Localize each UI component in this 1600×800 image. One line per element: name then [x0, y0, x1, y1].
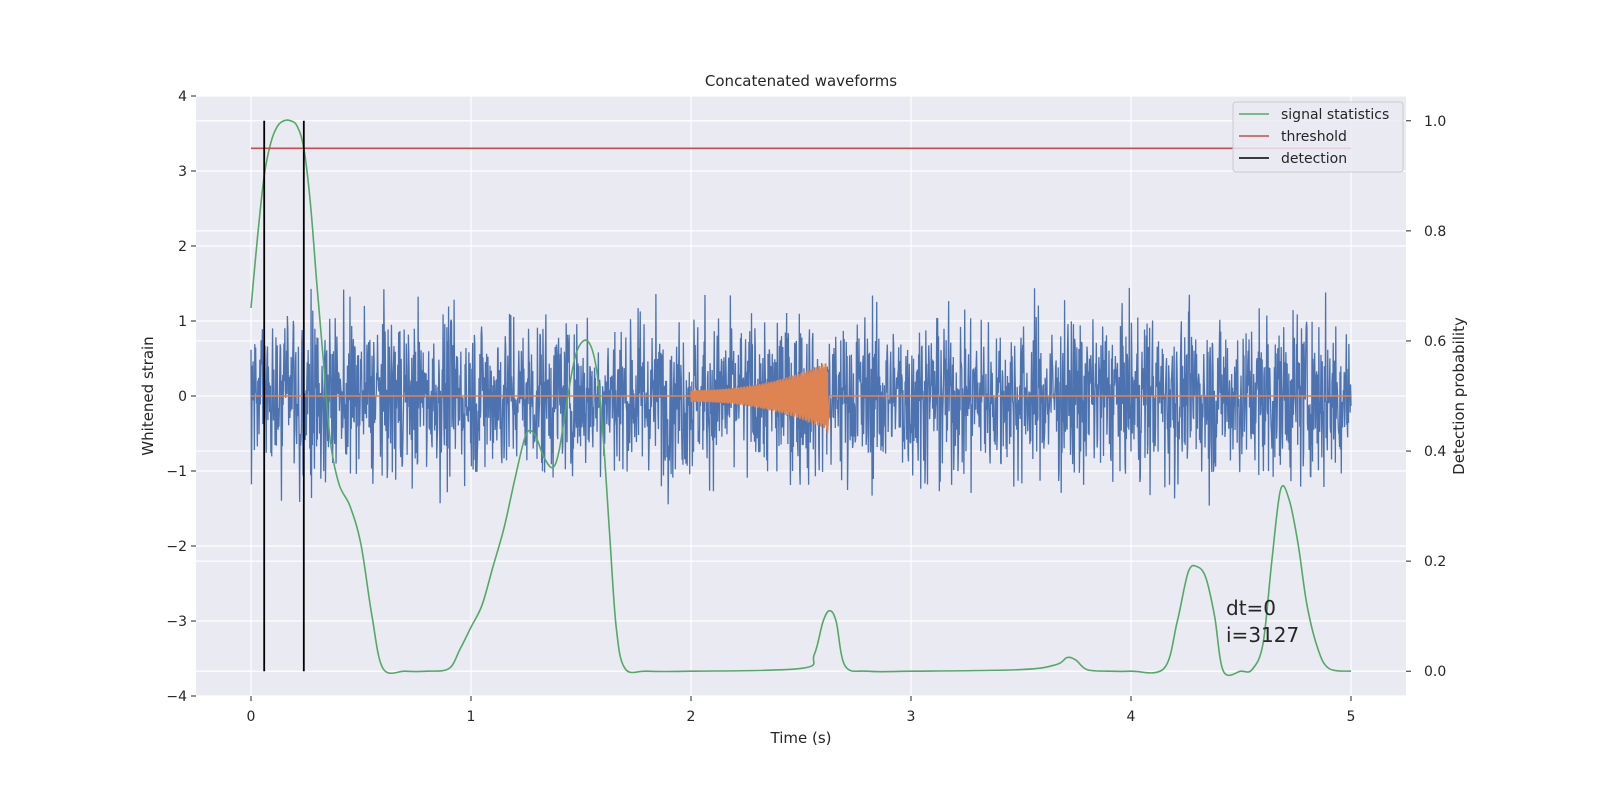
x-tick-label: 1 [467, 709, 476, 725]
y-tick-label: 1 [178, 314, 187, 330]
x-tick-label: 0 [247, 709, 256, 725]
x-axis-label: Time (s) [770, 729, 832, 747]
y-tick-label: −1 [166, 464, 187, 480]
y2-tick-label: 0.2 [1424, 554, 1446, 570]
annotation-i: i=3127 [1226, 623, 1299, 647]
legend-box [1232, 101, 1404, 173]
y-tick-label: 2 [178, 239, 187, 255]
chart-title: Concatenated waveforms [705, 72, 897, 90]
annotation-dt: dt=0 [1226, 596, 1276, 620]
noise-line [250, 287, 1352, 506]
y2-tick-label: 0.0 [1424, 664, 1446, 680]
y-tick-label: 4 [178, 89, 187, 105]
y-tick-label: 3 [178, 164, 187, 180]
y2-tick-label: 0.8 [1424, 224, 1446, 240]
y2-tick-label: 0.4 [1424, 444, 1446, 460]
y2-tick-label: 1.0 [1424, 114, 1446, 130]
y2-axis-label: Detection probability [1450, 317, 1468, 475]
y-tick-label: −3 [166, 614, 187, 630]
x-tick-label: 3 [907, 709, 916, 725]
x-tick-label: 4 [1127, 709, 1136, 725]
x-tick-label: 5 [1347, 709, 1356, 725]
x-tick-label: 2 [687, 709, 696, 725]
noise-series [250, 287, 1352, 506]
y-axis-label: Whitened strain [139, 336, 157, 455]
statistics-series [250, 119, 1352, 677]
y-tick-label: −2 [166, 539, 187, 555]
y2-tick-label: 0.6 [1424, 334, 1446, 350]
signal-line [251, 363, 1351, 434]
y-tick-label: 0 [178, 389, 187, 405]
signal-series [251, 363, 1351, 434]
legend-label-statistics: signal statistics [1281, 107, 1389, 123]
ticks: 0 1 2 3 4 5 −4 −3 −2 −1 0 1 2 3 4 0.0 0.2 0.4 0.6 0.8 1.0 [166, 89, 1446, 725]
y-tick-label: −4 [166, 689, 187, 705]
legend-label-threshold: threshold [1281, 129, 1347, 145]
detection-series [263, 120, 305, 672]
legend: signal statistics threshold detection [1232, 101, 1404, 173]
statistics-line [250, 119, 1352, 677]
legend-label-detection: detection [1281, 151, 1347, 167]
